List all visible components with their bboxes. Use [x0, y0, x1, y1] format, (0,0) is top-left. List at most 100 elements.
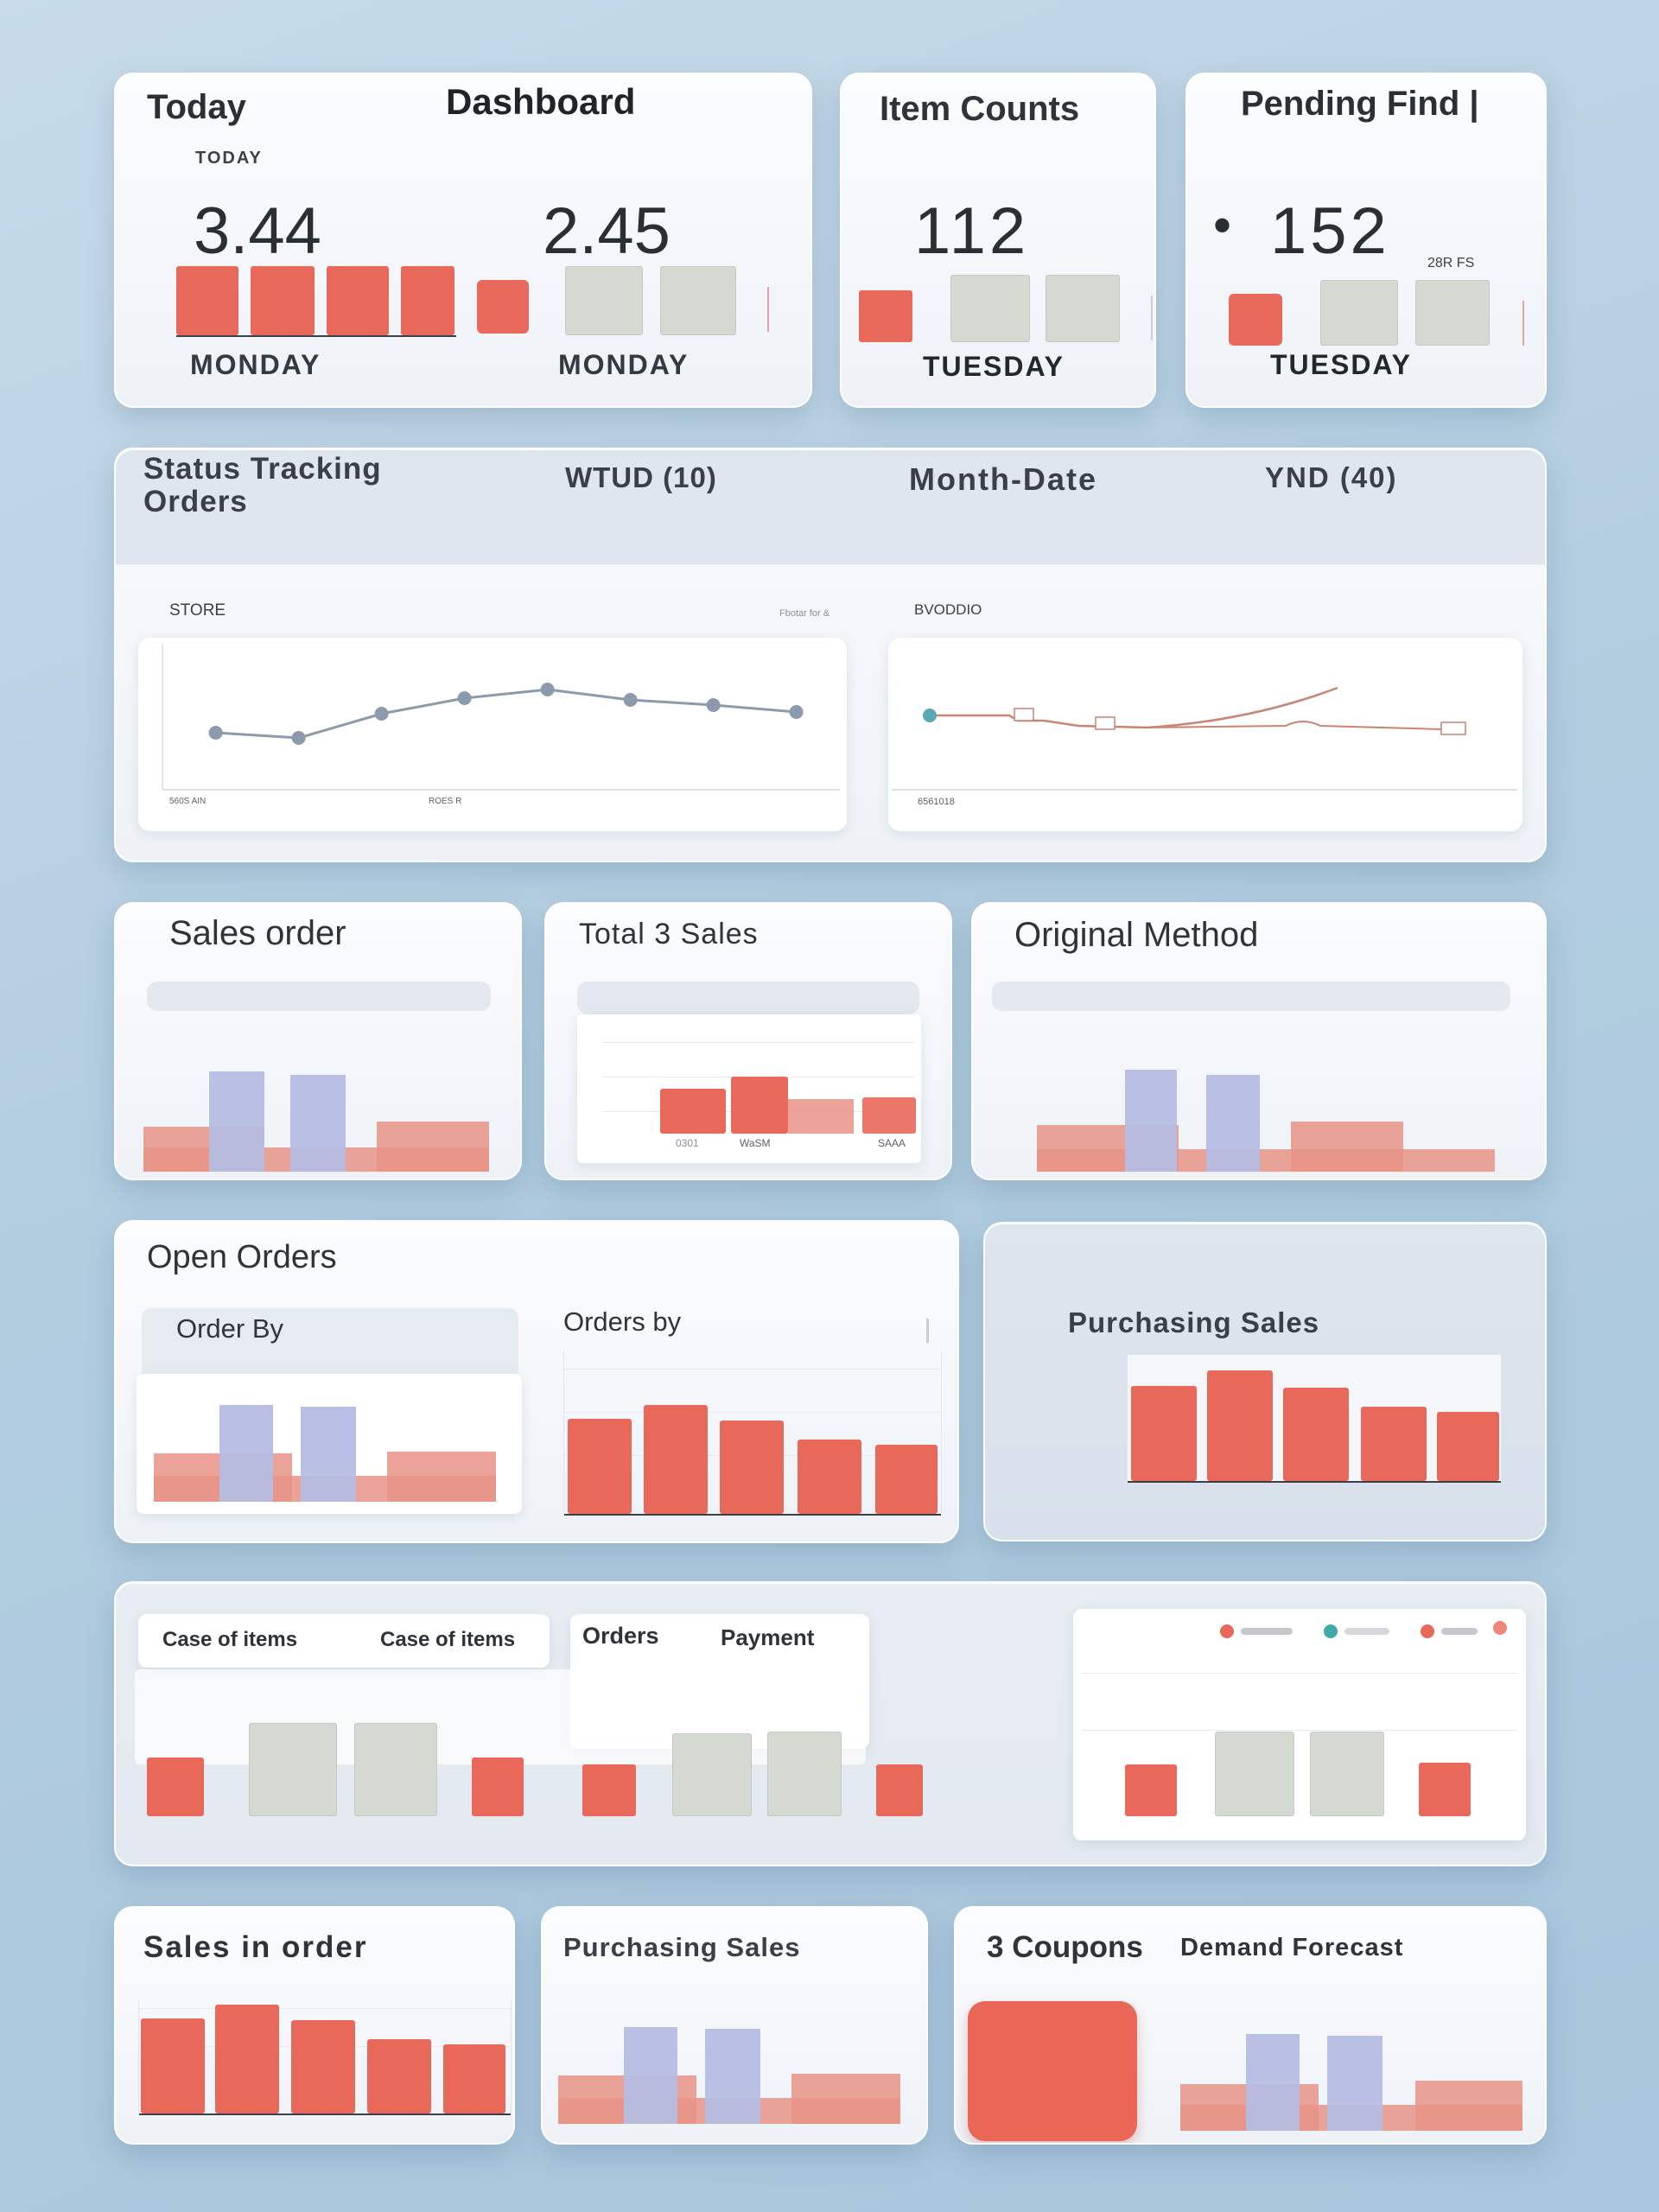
sales-order-card[interactable]: Sales order — [114, 902, 522, 1180]
today-value-b: 2.45 — [543, 194, 671, 268]
chart-bar — [219, 1405, 273, 1502]
bvoddio-flat-line — [1147, 721, 1442, 730]
chart-bar — [472, 1758, 524, 1816]
chart-bar — [291, 2020, 355, 2113]
line-marker — [1440, 721, 1466, 735]
today-sublabel: TODAY — [195, 149, 263, 168]
series-start-marker — [923, 709, 937, 722]
store-x-label: 560S AIN — [169, 797, 207, 806]
day-label-b: MONDAY — [558, 349, 690, 380]
gridline — [564, 1412, 941, 1413]
kpi-bar-grey — [1320, 280, 1398, 346]
today-dashboard-card[interactable]: Today Dashboard TODAY 3.44 2.45 MONDAY M… — [114, 73, 812, 408]
gridline — [1082, 1730, 1517, 1731]
bvoddio-chart-label: BVODDIO — [914, 601, 982, 618]
kpi-bar — [327, 266, 389, 335]
chart-bar — [798, 1440, 861, 1514]
item-counts-title: Item Counts — [880, 90, 1080, 128]
tab-payment[interactable]: Payment — [721, 1624, 815, 1650]
left-bars — [147, 1713, 925, 1816]
order-by-label: Order By — [176, 1313, 284, 1344]
store-line-chart[interactable]: 560S AIN ROES R — [138, 638, 847, 831]
sales-order-title: Sales order — [169, 914, 346, 952]
kpi-bar — [859, 290, 912, 342]
x-label: SAAA — [878, 1137, 906, 1149]
tab-ynd[interactable]: YND (40) — [1265, 461, 1398, 493]
chart-bar — [660, 1089, 726, 1134]
store-x-label: ROES R — [429, 797, 462, 806]
scroll-tick — [926, 1319, 929, 1343]
chart-bar — [1361, 1407, 1427, 1481]
demand-forecast-title: Demand Forecast — [1180, 1934, 1404, 1961]
coupons-title: 3 Coupons — [987, 1930, 1143, 1964]
tab-case-of-items-1[interactable]: Case of items — [162, 1628, 298, 1651]
original-method-chart — [1037, 1025, 1521, 1172]
sales-in-order-title: Sales in order — [143, 1930, 368, 1964]
purchasing-sales-bottom-card[interactable]: Purchasing Sales — [541, 1906, 928, 2145]
chart-bar — [1206, 1075, 1260, 1172]
tab-month-date[interactable]: Month-Date — [909, 461, 1097, 497]
kpi-bar-grey — [1046, 275, 1120, 342]
purchasing-sales-card[interactable]: Purchasing Sales — [983, 1222, 1547, 1541]
tab-orders[interactable]: Orders — [582, 1623, 659, 1649]
chart-bar — [1246, 2034, 1300, 2131]
chart-bar — [1125, 1070, 1177, 1172]
chart-bar — [582, 1764, 636, 1816]
tab-wtud[interactable]: WTUD (10) — [565, 461, 717, 493]
chart-bar — [1131, 1386, 1197, 1481]
kpi-bar-grey — [660, 266, 736, 335]
pending-title: Pending Find | — [1241, 85, 1479, 123]
pending-bullet: • — [1213, 196, 1232, 254]
order-by-chart — [137, 1374, 522, 1514]
scroll-tick — [1522, 301, 1524, 346]
total-sales-card[interactable]: Total 3 Sales 0301 WaSM SAAA — [544, 902, 952, 1180]
chart-bar — [301, 1407, 356, 1502]
chart-bar — [731, 1077, 788, 1134]
sales-in-order-card[interactable]: Sales in order — [114, 1906, 515, 2145]
chart-bar — [443, 2044, 505, 2113]
kpi-bar — [401, 266, 454, 335]
scroll-tick — [1151, 296, 1153, 340]
chart-bar — [1437, 1412, 1499, 1481]
chart-bar — [1125, 1764, 1177, 1816]
chart-bar — [875, 1445, 938, 1514]
chart-bar — [387, 1452, 496, 1502]
bvoddio-line-chart[interactable]: 6561018 — [888, 638, 1522, 831]
chart-bar — [147, 1758, 204, 1816]
purchasing-chart — [1127, 1355, 1502, 1483]
chart-bar — [644, 1405, 708, 1514]
day-label-a: MONDAY — [190, 349, 321, 380]
chart-header-pill — [147, 982, 491, 1011]
chart-bar-grey — [249, 1723, 337, 1816]
today-title: Today — [147, 88, 246, 126]
x-label: WaSM — [740, 1137, 771, 1149]
pending-find-card[interactable]: Pending Find | • 152 28R FS TUESDAY — [1185, 73, 1547, 408]
store-series-line — [215, 688, 797, 740]
line-marker — [1014, 708, 1034, 721]
legend-chart-panel — [1073, 1609, 1526, 1840]
coupons-forecast-card[interactable]: 3 Coupons Demand Forecast — [954, 1906, 1547, 2145]
bvoddio-line-svg — [892, 686, 1517, 791]
status-tracking-card[interactable]: Status Tracking Orders WTUD (10) Month-D… — [114, 448, 1547, 862]
chart-bar — [141, 2018, 205, 2113]
legend-dot-red — [1220, 1624, 1234, 1638]
kpi-bar — [477, 280, 529, 334]
kpi-bar — [251, 266, 315, 335]
total-sales-title: Total 3 Sales — [579, 918, 759, 950]
legend-dot-red — [1493, 1621, 1507, 1635]
original-method-card[interactable]: Original Method — [971, 902, 1547, 1180]
orders-by-chart — [563, 1351, 942, 1516]
coupon-tile[interactable] — [968, 2001, 1137, 2141]
chart-bar — [1283, 1388, 1349, 1481]
kpi-bar-grey — [1415, 280, 1490, 346]
bvoddio-trend-line — [937, 686, 1338, 729]
pending-value: 152 — [1270, 194, 1390, 268]
gridline — [139, 2008, 511, 2009]
orders-by-label: Orders by — [563, 1306, 682, 1337]
item-counts-card[interactable]: Item Counts 112 TUESDAY — [840, 73, 1156, 408]
cases-orders-payment-card[interactable]: Case of items Case of items Orders Payme… — [114, 1581, 1547, 1866]
chart-bar — [1419, 1763, 1471, 1816]
chart-baseline — [1128, 1481, 1501, 1483]
tab-case-of-items-2[interactable]: Case of items — [380, 1628, 516, 1651]
open-orders-card[interactable]: Open Orders Order By Orders by — [114, 1220, 959, 1543]
